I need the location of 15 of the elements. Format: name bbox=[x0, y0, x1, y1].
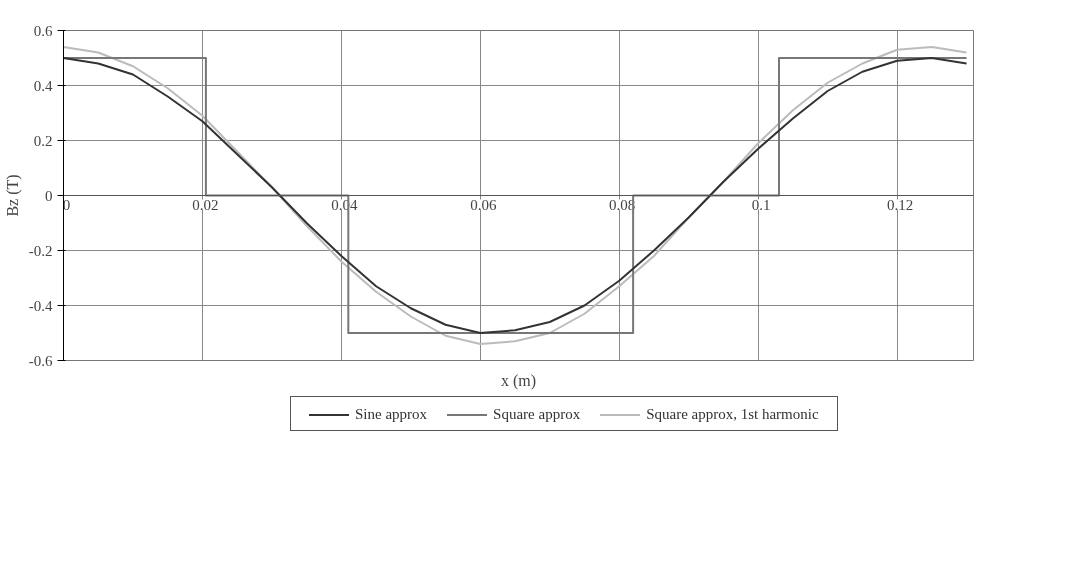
legend-label: Sine approx bbox=[355, 405, 428, 425]
y-tick-label: 0.4 bbox=[33, 77, 53, 94]
y-tick-label: 0.6 bbox=[33, 22, 53, 39]
y-tick-label: -0.2 bbox=[28, 242, 53, 259]
x-tick-label: 0.1 bbox=[751, 196, 771, 213]
legend-label: Square approx bbox=[493, 405, 581, 425]
x-tick-label: 0.06 bbox=[470, 196, 497, 213]
x-tick-label: 0.02 bbox=[192, 196, 219, 213]
x-axis-title: x (m) bbox=[500, 371, 537, 390]
y-tick-label: 0.2 bbox=[33, 132, 53, 149]
y-tick-label: -0.4 bbox=[28, 297, 53, 314]
x-tick-label: 0.12 bbox=[886, 196, 914, 213]
y-axis-title: Bz (T) bbox=[3, 174, 22, 217]
y-tick-label: -0.6 bbox=[28, 352, 53, 369]
legend-label: Square approx, 1st harmonic bbox=[646, 405, 819, 425]
